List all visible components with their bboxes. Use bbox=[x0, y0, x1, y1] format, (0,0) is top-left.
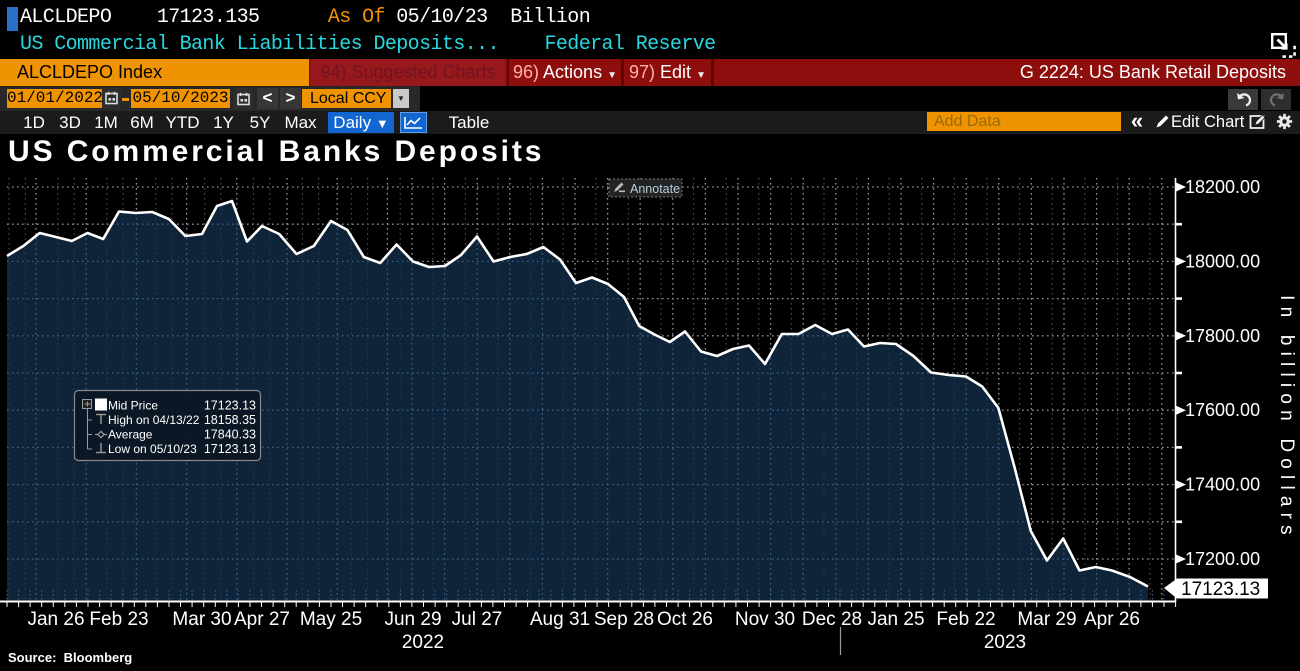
svg-text:17123.13: 17123.13 bbox=[204, 442, 256, 456]
svg-text:Jan 26: Jan 26 bbox=[27, 609, 84, 630]
svg-text:18000.00: 18000.00 bbox=[1185, 251, 1260, 271]
svg-text:17400.00: 17400.00 bbox=[1185, 475, 1260, 495]
svg-text:Dec 28: Dec 28 bbox=[802, 609, 862, 630]
svg-text:Jan 25: Jan 25 bbox=[867, 609, 924, 630]
svg-text:17123.13: 17123.13 bbox=[204, 399, 256, 413]
svg-text:Mar 29: Mar 29 bbox=[1017, 609, 1076, 630]
svg-text:17600.00: 17600.00 bbox=[1185, 400, 1260, 420]
svg-text:Jun 29: Jun 29 bbox=[384, 609, 441, 630]
svg-text:High on 04/13/22: High on 04/13/22 bbox=[108, 413, 200, 427]
svg-text:US Commercial Banks Deposits: US Commercial Banks Deposits bbox=[8, 135, 544, 168]
svg-text:Source: Bloomberg: Source: Bloomberg bbox=[8, 650, 132, 665]
svg-text:18200.00: 18200.00 bbox=[1185, 177, 1260, 197]
svg-text:Apr 26: Apr 26 bbox=[1084, 609, 1140, 630]
svg-text:May 25: May 25 bbox=[300, 609, 362, 630]
svg-text:Nov 30: Nov 30 bbox=[735, 609, 795, 630]
svg-text:2023: 2023 bbox=[984, 632, 1026, 653]
svg-text:17800.00: 17800.00 bbox=[1185, 326, 1260, 346]
svg-text:2022: 2022 bbox=[402, 632, 444, 653]
svg-text:Aug 31: Aug 31 bbox=[530, 609, 590, 630]
svg-text:Low on 05/10/23: Low on 05/10/23 bbox=[108, 442, 197, 456]
svg-text:18158.35: 18158.35 bbox=[204, 413, 256, 427]
svg-text:Mar 30: Mar 30 bbox=[172, 609, 231, 630]
svg-text:Average: Average bbox=[108, 428, 153, 442]
svg-text:Feb 22: Feb 22 bbox=[936, 609, 995, 630]
svg-text:Annotate: Annotate bbox=[630, 182, 680, 196]
svg-text:Oct 26: Oct 26 bbox=[657, 609, 713, 630]
svg-text:Sep 28: Sep 28 bbox=[594, 609, 654, 630]
svg-text:Feb 23: Feb 23 bbox=[89, 609, 148, 630]
svg-text:In billion Dollars: In billion Dollars bbox=[1276, 295, 1297, 541]
svg-text:Mid Price: Mid Price bbox=[108, 399, 158, 413]
svg-text:17200.00: 17200.00 bbox=[1185, 549, 1260, 569]
svg-text:Jul 27: Jul 27 bbox=[452, 609, 503, 630]
svg-text:Apr 27: Apr 27 bbox=[234, 609, 290, 630]
svg-text:17123.13: 17123.13 bbox=[1181, 579, 1260, 600]
svg-text:17840.33: 17840.33 bbox=[204, 428, 256, 442]
